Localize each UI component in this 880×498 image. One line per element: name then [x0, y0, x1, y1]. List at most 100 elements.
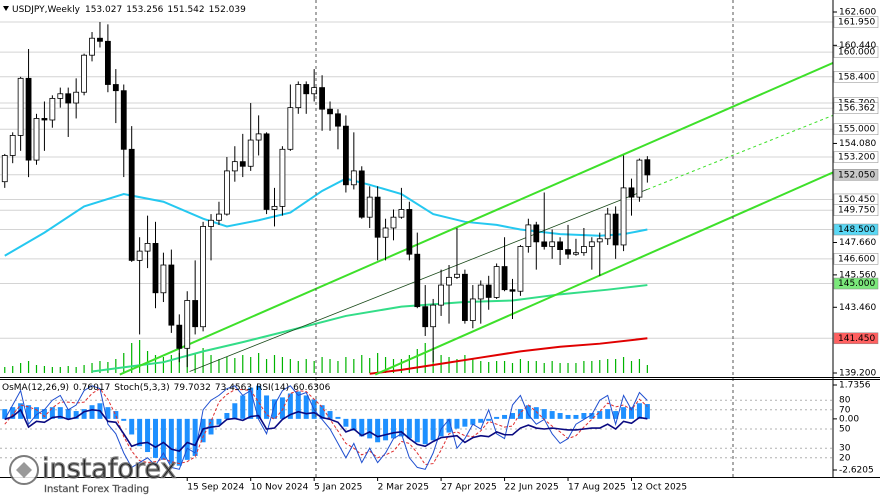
level-box	[833, 151, 879, 163]
rsi-name: RSI(14)	[256, 383, 289, 393]
y-tick-label: 139.200	[839, 369, 876, 379]
volume-bar	[464, 355, 466, 373]
level-box	[833, 46, 879, 58]
oscillator-tick-label: 50	[839, 425, 851, 435]
y-tick-label: 143.460	[839, 303, 876, 313]
candle-body	[17, 77, 24, 136]
candle-body	[65, 93, 72, 104]
volume-bar	[456, 359, 458, 373]
osma-bar	[517, 409, 523, 419]
osma-bar	[351, 418, 357, 431]
candle-body	[81, 54, 87, 93]
volume-bar	[4, 367, 6, 373]
candle-body	[279, 148, 286, 207]
osma-bar	[295, 391, 301, 419]
volume-bar	[353, 359, 355, 373]
oscillator-tick-label: 20	[839, 453, 851, 463]
candle-body	[200, 226, 206, 328]
level-box	[833, 277, 879, 290]
volume-bar	[297, 361, 299, 373]
candle-body	[390, 216, 397, 229]
volume-bar	[575, 363, 577, 373]
volume-bar	[194, 353, 196, 373]
osma-bar	[256, 385, 262, 419]
candle-body	[414, 253, 421, 308]
volume-bar	[400, 359, 403, 373]
volume-bar	[218, 359, 220, 373]
volume-bar	[250, 357, 252, 373]
osma-bar	[565, 414, 571, 419]
osma-bar	[422, 418, 428, 445]
osma-bar	[573, 414, 579, 419]
osma-bar	[446, 418, 452, 433]
volume-bar	[131, 343, 133, 373]
osma-bar	[335, 416, 341, 419]
candle-body	[160, 264, 167, 294]
volume-bar	[51, 367, 53, 373]
high-value: 153.256	[126, 5, 163, 15]
osma-bar	[89, 405, 95, 419]
osma-bar	[49, 407, 55, 419]
candle-body	[636, 159, 643, 198]
osma-name: OsMA(12,26,9)	[2, 383, 69, 393]
osma-bar	[406, 418, 412, 439]
volume-bar	[258, 353, 260, 373]
candle-body	[271, 205, 278, 210]
candle-body	[620, 187, 627, 246]
candle-body	[311, 87, 318, 95]
volume-bar	[115, 359, 117, 373]
volume-bar	[591, 361, 593, 373]
volume-bar	[488, 362, 490, 373]
osma-bar	[248, 387, 254, 419]
candle-body	[541, 241, 548, 247]
candle-body	[255, 133, 262, 141]
y-tick-label: 147.660	[839, 238, 876, 248]
osma-bar	[184, 418, 190, 460]
volume-bar	[43, 366, 46, 373]
osma-bar	[383, 418, 389, 441]
y-tick-label: 145.560	[839, 270, 876, 280]
osma-bar	[533, 407, 539, 419]
volume-bar	[59, 367, 61, 373]
volume-bar	[424, 343, 426, 373]
volume-bar	[638, 359, 641, 373]
osma-bar	[414, 418, 420, 443]
candle-body	[573, 252, 579, 255]
osma-bar	[557, 413, 563, 419]
osma-bar	[636, 403, 642, 419]
osma-bar	[430, 418, 436, 441]
osma-tick-label: 0.00	[839, 414, 859, 424]
open-value: 153.027	[85, 5, 122, 15]
volume-bar	[289, 359, 291, 373]
level-label: 158.400	[838, 72, 875, 82]
volume-bar	[162, 357, 165, 373]
candle-body	[192, 300, 199, 328]
candle-body	[382, 227, 389, 238]
osma-bar	[2, 409, 8, 419]
candle-body	[303, 84, 310, 95]
osma-bar	[113, 411, 119, 419]
osma-bar	[502, 414, 508, 419]
level-label: 146.600	[838, 254, 875, 264]
candle-body	[461, 273, 468, 321]
watermark: instaforex Instant Forex Trading	[9, 453, 177, 495]
level-box	[833, 123, 879, 135]
oscillator-tick-label: 80	[839, 396, 851, 406]
volume-bar	[630, 361, 633, 373]
osma-bar	[597, 411, 603, 419]
volume-bar	[535, 361, 537, 373]
axis-layer: 161.950160.000158.400156.700156.362155.0…	[186, 8, 879, 493]
osma-bar	[271, 399, 277, 419]
volume-bar	[242, 355, 244, 373]
volume-bar	[107, 362, 109, 373]
osma-bar	[160, 418, 166, 460]
volume-bar	[551, 361, 553, 373]
level-box	[833, 102, 879, 114]
volume-bar	[226, 357, 228, 373]
level-label: 156.362	[838, 104, 875, 114]
osma-bar	[390, 418, 396, 439]
volume-bar	[202, 348, 204, 373]
volume-bar	[599, 360, 601, 373]
candle-body	[41, 118, 48, 121]
volume-bar	[607, 359, 609, 373]
